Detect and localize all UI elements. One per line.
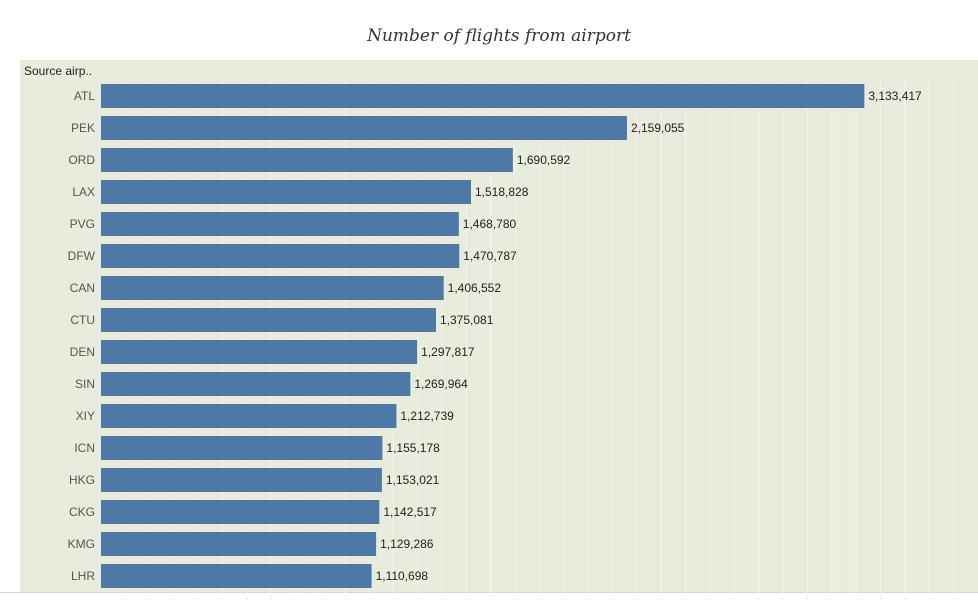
category-label-can: CAN	[70, 281, 95, 295]
category-label-kmg: KMG	[68, 537, 95, 551]
value-label-lax: 1,518,828	[475, 185, 529, 199]
value-label-lhr: 1,110,698	[376, 569, 429, 583]
value-label-kmg: 1,129,286	[380, 537, 434, 551]
category-label-pek: PEK	[71, 121, 95, 135]
bar-atl[interactable]	[101, 84, 865, 108]
bar-ckg[interactable]	[101, 500, 380, 524]
category-label-atl: ATL	[74, 89, 95, 103]
value-label-ctu: 1,375,081	[440, 313, 494, 327]
row-header-label: Source airp..	[24, 64, 93, 78]
category-label-lax: LAX	[72, 185, 95, 199]
bar-ord[interactable]	[101, 148, 513, 172]
value-label-ord: 1,690,592	[517, 153, 571, 167]
value-label-atl: 3,133,417	[868, 89, 922, 103]
bar-ctu[interactable]	[101, 308, 436, 332]
category-label-hkg: HKG	[69, 473, 95, 487]
value-label-den: 1,297,817	[421, 345, 475, 359]
category-label-ckg: CKG	[69, 505, 95, 519]
category-label-sin: SIN	[75, 377, 95, 391]
bars	[101, 84, 865, 588]
bottom-scroll-area	[0, 592, 978, 601]
value-label-can: 1,406,552	[448, 281, 502, 295]
bar-den[interactable]	[101, 340, 418, 364]
bar-icn[interactable]	[101, 436, 383, 460]
bar-kmg[interactable]	[101, 532, 377, 556]
bar-can[interactable]	[101, 276, 444, 300]
category-label-pvg: PVG	[70, 217, 95, 231]
value-label-pvg: 1,468,780	[463, 217, 517, 231]
bar-hkg[interactable]	[101, 468, 382, 492]
category-label-xiy: XIY	[76, 409, 95, 423]
value-label-pek: 2,159,055	[631, 121, 685, 135]
value-label-xiy: 1,212,739	[400, 409, 454, 423]
category-label-den: DEN	[70, 345, 95, 359]
value-label-dfw: 1,470,787	[463, 249, 517, 263]
bar-dfw[interactable]	[101, 244, 460, 268]
category-label-ctu: CTU	[70, 313, 95, 327]
value-label-sin: 1,269,964	[414, 377, 468, 391]
category-label-lhr: LHR	[71, 569, 95, 583]
bar-pvg[interactable]	[101, 212, 459, 236]
category-label-ord: ORD	[68, 153, 95, 167]
bar-pek[interactable]	[101, 116, 627, 140]
bar-lax[interactable]	[101, 180, 472, 204]
value-label-ckg: 1,142,517	[383, 505, 437, 519]
category-label-dfw: DFW	[68, 249, 96, 263]
bar-sin[interactable]	[101, 372, 411, 396]
value-labels: 3,133,417 2,159,055 1,690,592 1,518,828 1,46…	[376, 89, 922, 583]
bar-xiy[interactable]	[101, 404, 397, 428]
value-label-icn: 1,155,178	[386, 441, 440, 455]
chart-title: Number of flights from airport	[367, 26, 631, 46]
bar-lhr[interactable]	[101, 564, 372, 588]
category-labels: ATL PEK ORD LAX PVG DFW CAN CTU DEN SIN XIY ICN HKG C…	[68, 89, 96, 583]
category-label-icn: ICN	[74, 441, 95, 455]
value-label-hkg: 1,153,021	[386, 473, 440, 487]
